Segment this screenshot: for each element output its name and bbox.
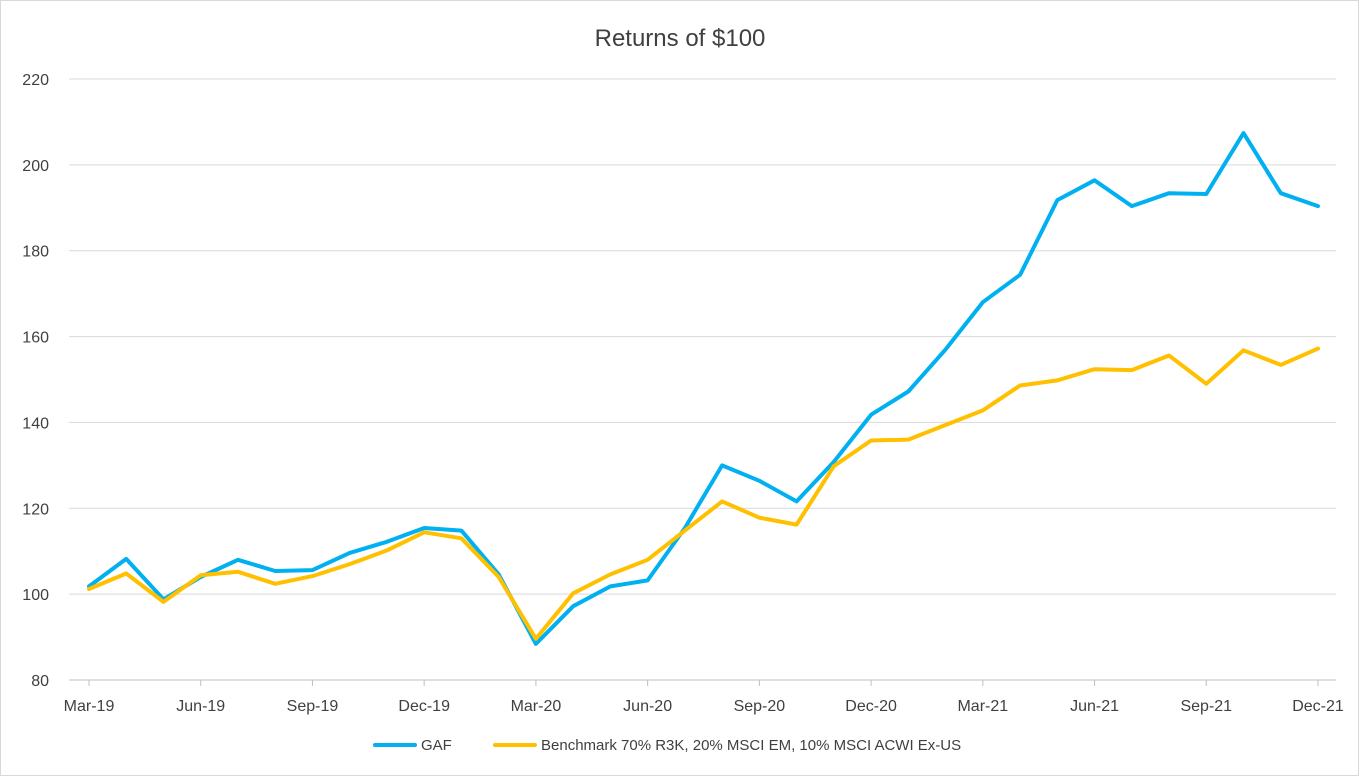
x-tick-label: Sep-20 [734, 698, 786, 715]
y-tick-label: 80 [31, 673, 49, 690]
y-tick-label: 100 [22, 587, 49, 604]
series-lines [89, 133, 1318, 644]
chart-title: Returns of $100 [595, 25, 766, 52]
legend: GAF Benchmark 70% R3K, 20% MSCI EM, 10% M… [375, 737, 961, 754]
x-axis-ticks: Mar-19 Jun-19 Sep-19 Dec-19 Mar-20 Jun-20 Sep-… [64, 680, 1344, 715]
legend-label: Benchmark 70% R3K, 20% MSCI EM, 10% MSCI… [541, 737, 961, 754]
x-tick-label: Jun-19 [176, 698, 225, 715]
x-tick-label: Sep-21 [1180, 698, 1232, 715]
gridlines [69, 79, 1336, 680]
x-tick-label: Jun-21 [1070, 698, 1119, 715]
x-tick-label: Dec-21 [1292, 698, 1344, 715]
x-tick-label: Sep-19 [287, 698, 339, 715]
x-tick-label: Mar-20 [511, 698, 562, 715]
y-tick-label: 140 [22, 415, 49, 432]
y-tick-label: 120 [22, 501, 49, 518]
series-line-gaf [89, 133, 1318, 644]
y-tick-label: 160 [22, 330, 49, 347]
x-tick-label: Dec-20 [845, 698, 897, 715]
y-tick-label: 200 [22, 158, 49, 175]
y-axis-ticks: 80 100 120 140 160 180 200 220 [22, 72, 49, 690]
x-tick-label: Jun-20 [623, 698, 672, 715]
x-tick-label: Mar-19 [64, 698, 115, 715]
x-tick-label: Mar-21 [957, 698, 1008, 715]
y-tick-label: 180 [22, 244, 49, 261]
y-tick-label: 220 [22, 72, 49, 89]
x-tick-label: Dec-19 [398, 698, 450, 715]
legend-label: GAF [421, 737, 452, 754]
